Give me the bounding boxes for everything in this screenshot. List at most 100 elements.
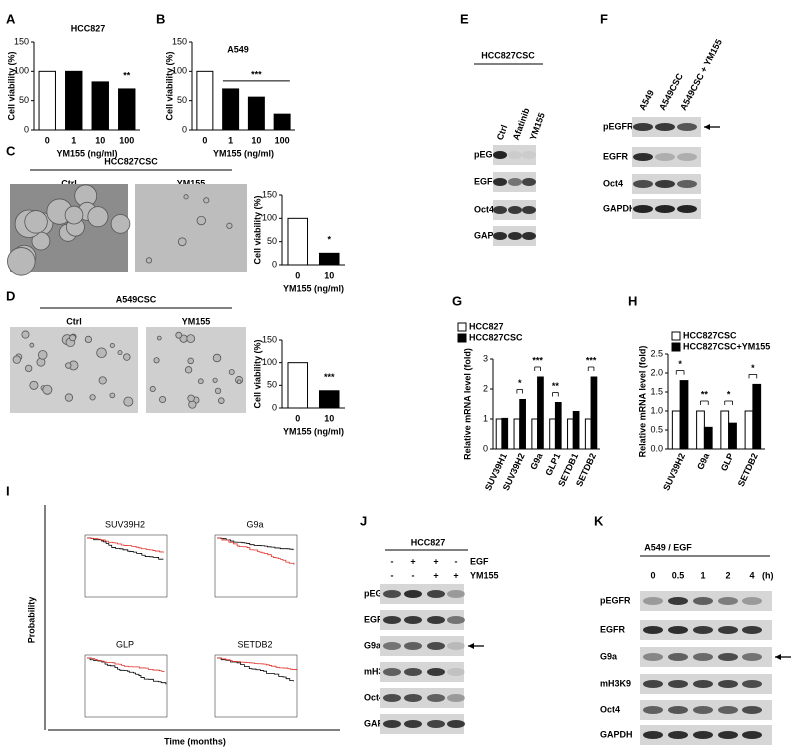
band [718, 626, 738, 634]
bar [318, 390, 340, 409]
y-tick-label: 2.5 [650, 348, 663, 358]
row-label: EGFR [364, 614, 390, 624]
y-tick-label: 0.0 [650, 443, 663, 453]
significance: * [751, 363, 755, 373]
y-axis-label: Cell viability (%) [164, 51, 174, 120]
bar [91, 81, 109, 131]
y-tick-label: 50 [19, 95, 29, 105]
band [718, 706, 738, 714]
band [693, 653, 713, 661]
x-tick-label: 100 [275, 135, 290, 145]
band [693, 626, 713, 634]
band [742, 597, 762, 605]
bar [65, 70, 83, 131]
band [522, 232, 536, 240]
km-curve [217, 537, 295, 565]
legend-label: HCC827CSC [469, 332, 523, 342]
cell [25, 364, 33, 373]
band [383, 668, 401, 676]
y-tick-label: 150 [262, 334, 277, 344]
band [404, 694, 422, 702]
panel-letter: G [452, 293, 462, 308]
band [633, 123, 653, 131]
cell [29, 342, 35, 348]
km-curve [217, 537, 294, 551]
cell [187, 357, 194, 365]
band [718, 731, 738, 739]
row-label: GAPDH [474, 230, 507, 240]
bar [567, 418, 574, 450]
legend-label: HCC827CSC+YM155 [683, 341, 770, 351]
row-label: G9a [364, 640, 382, 650]
cell [21, 330, 30, 339]
bar [696, 410, 705, 450]
x-axis-label: YM155 (ng/ml) [213, 148, 274, 158]
bar [495, 418, 503, 450]
band [447, 668, 465, 676]
panel-title: A549CSC [116, 294, 157, 304]
significance: ** [123, 70, 131, 80]
lane-label: A549CSC + YM155 [678, 37, 724, 112]
cell [89, 394, 96, 401]
band [668, 706, 688, 714]
bar [590, 376, 598, 450]
band [693, 680, 713, 688]
band [718, 653, 738, 661]
panel-letter: E [460, 11, 469, 26]
band [404, 668, 422, 676]
band [447, 642, 465, 650]
y-tick-label: 2.0 [650, 367, 663, 377]
plot-title: G9a [246, 519, 263, 529]
bar [584, 418, 592, 450]
significance: ** [552, 381, 560, 391]
cell [149, 385, 156, 392]
bar [247, 96, 265, 131]
y-tick-label: 150 [262, 189, 277, 199]
cell [228, 369, 235, 376]
panel-letter: D [6, 288, 15, 303]
km-frame [214, 534, 298, 598]
cell [212, 377, 218, 383]
cell [175, 331, 183, 339]
cell [187, 394, 195, 403]
y-axis-label: Relative mRNA level (fold) [637, 346, 647, 458]
y-tick-label: 100 [14, 66, 29, 76]
y-tick-label: 0 [483, 443, 488, 453]
legend-swatch [671, 342, 681, 352]
x-axis-label: YM155 (ng/ml) [283, 283, 344, 293]
bar [728, 422, 737, 450]
cell [37, 350, 48, 360]
band [447, 694, 465, 702]
band [427, 590, 445, 598]
chart-title: A549 [227, 44, 249, 54]
row-label: G9a [600, 651, 618, 661]
treatment-sign: - [391, 556, 394, 566]
band [693, 597, 713, 605]
significance: * [327, 235, 331, 245]
lane-label: Ctrl [495, 124, 510, 142]
band [447, 590, 465, 598]
row-label: Oct4 [600, 704, 620, 714]
cell [69, 334, 77, 342]
bar [273, 113, 291, 131]
cell [42, 384, 53, 395]
panel-letter: K [594, 513, 604, 528]
x-tick-label: 1 [71, 135, 76, 145]
band [522, 178, 536, 186]
band [742, 653, 762, 661]
arrow-head [468, 643, 474, 649]
cell [156, 335, 162, 341]
band [404, 642, 422, 650]
cell [218, 397, 225, 404]
band [742, 731, 762, 739]
band [447, 720, 465, 728]
cell [65, 362, 72, 369]
band [383, 616, 401, 624]
bar [38, 70, 56, 131]
y-tick-label: 100 [262, 357, 277, 367]
band [643, 597, 663, 605]
significance: * [518, 378, 522, 388]
bar [679, 380, 689, 450]
plot-title: GLP [116, 639, 134, 649]
x-tick-label: G9a [528, 451, 545, 472]
